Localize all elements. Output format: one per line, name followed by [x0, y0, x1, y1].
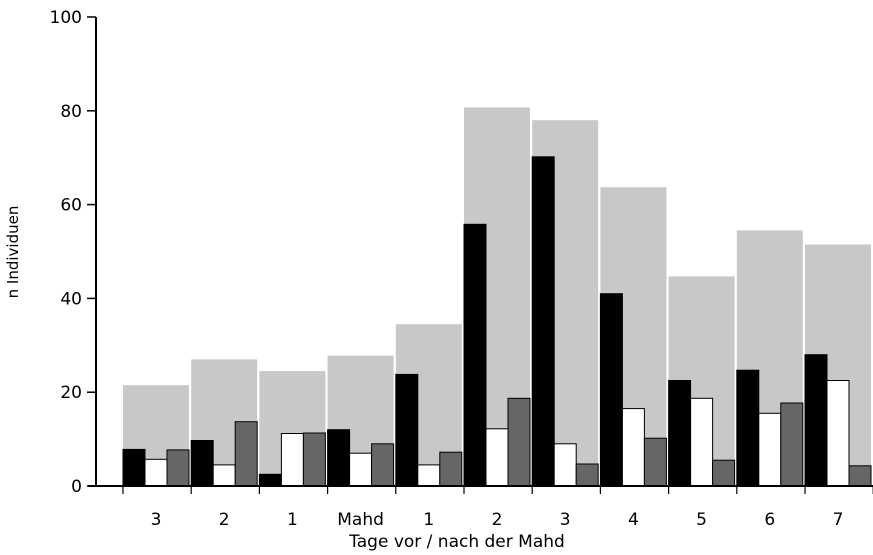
y-axis-title: n Individuen — [4, 206, 22, 299]
bar-series1-4 — [395, 373, 419, 487]
bar-series3-10 — [848, 465, 872, 487]
bar-series2-5 — [485, 428, 509, 487]
bar-series2-8 — [690, 397, 714, 487]
x-tick-label-5: 2 — [492, 510, 503, 530]
y-tick-label-1: 20 — [60, 383, 82, 403]
axes-layer: 0 20 40 60 80 100 3 2 1 Mahd 1 2 3 4 5 6 7 — [50, 8, 873, 530]
bar-series3-1 — [234, 421, 258, 487]
bar-series3-4 — [439, 451, 463, 487]
x-tick-label-1: 2 — [219, 510, 230, 530]
x-tick-label-4: 1 — [423, 510, 434, 530]
bar-series1-3 — [327, 429, 351, 487]
x-tick-label-3: Mahd — [337, 510, 384, 530]
bars-layer — [122, 107, 872, 487]
bar-series1-9 — [736, 369, 760, 487]
bar-series3-7 — [643, 437, 667, 487]
bar-series3-6 — [575, 463, 599, 487]
y-tick-label-3: 60 — [60, 196, 82, 216]
bar-series2-0 — [144, 458, 168, 487]
bar-series3-2 — [302, 432, 326, 487]
bar-series2-10 — [826, 380, 850, 487]
bar-series1-8 — [668, 380, 692, 487]
y-tick-label-2: 40 — [60, 289, 82, 309]
bar-series3-8 — [712, 459, 736, 487]
y-tick-label-5: 100 — [50, 8, 82, 28]
bar-series3-0 — [166, 449, 190, 487]
bar-series1-2 — [258, 473, 282, 487]
y-tick-label-4: 80 — [60, 102, 82, 122]
bar-series2-6 — [553, 443, 577, 487]
bar-series2-2 — [280, 433, 304, 487]
bar-series2-9 — [758, 412, 782, 487]
x-tick-label-6: 3 — [560, 510, 571, 530]
bar-series2-4 — [417, 464, 441, 487]
bar-series2-7 — [621, 408, 645, 487]
x-tick-label-10: 7 — [833, 510, 844, 530]
x-tick-label-7: 4 — [628, 510, 639, 530]
bar-series1-6 — [531, 156, 555, 487]
bar-series3-9 — [780, 402, 804, 487]
x-tick-label-0: 3 — [151, 510, 162, 530]
bar-series1-5 — [463, 223, 487, 487]
bar-series2-3 — [349, 452, 373, 487]
bar-series1-0 — [122, 448, 146, 487]
x-tick-label-9: 6 — [764, 510, 775, 530]
bar-series3-5 — [507, 397, 531, 487]
bar-series1-10 — [804, 354, 828, 487]
x-tick-label-2: 1 — [287, 510, 298, 530]
x-axis-title: Tage vor / nach der Mahd — [348, 532, 565, 552]
x-tick-label-8: 5 — [696, 510, 707, 530]
y-tick-label-0: 0 — [71, 477, 82, 497]
bar-series1-1 — [190, 440, 214, 487]
bar-series3-3 — [371, 443, 395, 487]
bar-series1-7 — [599, 293, 623, 487]
bar-series2-1 — [212, 464, 236, 487]
